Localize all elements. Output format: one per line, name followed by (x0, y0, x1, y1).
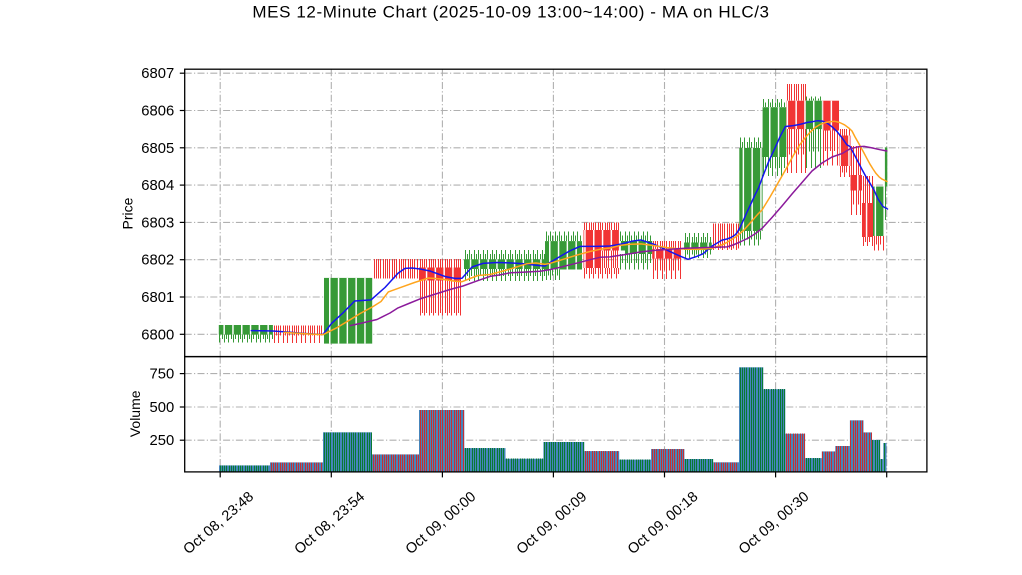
svg-text:6802: 6802 (141, 253, 174, 269)
svg-text:6801: 6801 (141, 290, 174, 306)
svg-text:6807: 6807 (141, 66, 174, 82)
svg-text:6803: 6803 (141, 215, 174, 231)
svg-text:6806: 6806 (141, 104, 174, 120)
svg-text:MES 12-Minute Chart (2025-10-0: MES 12-Minute Chart (2025-10-09 13:00~14… (252, 3, 769, 22)
svg-text:500: 500 (149, 400, 174, 416)
svg-text:250: 250 (149, 433, 174, 449)
svg-text:750: 750 (149, 367, 174, 383)
svg-text:6805: 6805 (141, 141, 174, 157)
svg-text:6804: 6804 (141, 178, 174, 194)
svg-text:Volume: Volume (127, 390, 143, 437)
svg-text:6800: 6800 (141, 327, 174, 343)
svg-text:Price: Price (119, 197, 135, 229)
